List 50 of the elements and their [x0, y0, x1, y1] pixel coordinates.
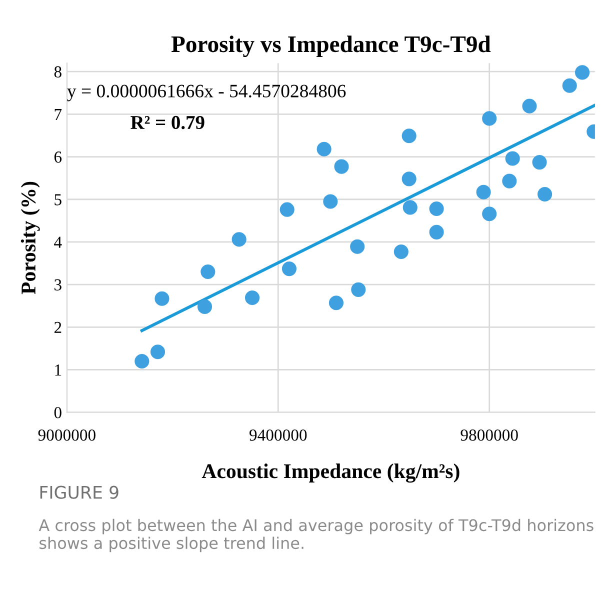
point	[323, 194, 338, 209]
y-tick-label: 1	[55, 364, 62, 376]
y-tick-label: 3	[54, 279, 62, 290]
point	[280, 202, 294, 217]
text: A cross plot between the AI and average porosity of T9c-T9d horizons shows a positive slope trend line.	[38, 518, 594, 552]
point	[351, 282, 366, 297]
x-tick-label: 9000000	[38, 429, 96, 441]
point	[575, 65, 590, 80]
point	[402, 172, 416, 186]
y-axis-title: Porosity (%)	[20, 182, 40, 294]
chart-title: Porosity vs Impedance T9c-T9d	[171, 36, 491, 58]
point	[200, 264, 216, 280]
point	[154, 291, 170, 306]
point	[150, 344, 166, 360]
point	[394, 244, 408, 260]
point	[562, 78, 577, 93]
point	[482, 206, 497, 222]
caption: FIGURE 9	[40, 486, 118, 499]
point	[538, 186, 552, 202]
point	[522, 98, 537, 114]
point	[429, 224, 444, 240]
point	[505, 151, 520, 166]
point	[482, 111, 497, 126]
y-tick-label: 0	[54, 407, 62, 418]
point	[334, 159, 349, 174]
y-tick-label: 4	[54, 236, 62, 248]
point	[502, 174, 517, 188]
point	[197, 299, 212, 314]
y-tick-label: 8	[54, 66, 62, 78]
point	[316, 142, 332, 156]
y-tick-label: 7	[54, 109, 62, 120]
point	[402, 200, 418, 215]
y-tick-label: 6	[54, 152, 62, 163]
point	[476, 184, 491, 200]
point	[232, 232, 246, 247]
annotation: y = 0.0000061666x - 54.4570284806	[67, 84, 346, 102]
point	[532, 155, 547, 170]
point	[134, 354, 150, 369]
point	[244, 290, 260, 306]
point	[429, 201, 444, 216]
y-tick-label: 5	[54, 194, 62, 206]
y-tick-label: 2	[54, 322, 62, 333]
annotation: R² = 0.79	[130, 116, 204, 130]
point	[402, 128, 416, 144]
x-tick-label: 9800000	[460, 429, 518, 441]
point	[328, 296, 344, 310]
point	[350, 239, 365, 254]
x-axis-title: Acoustic Impedance (kg/m²s)	[202, 464, 460, 483]
point	[282, 262, 297, 276]
x-tick-label: 9400000	[250, 429, 307, 441]
